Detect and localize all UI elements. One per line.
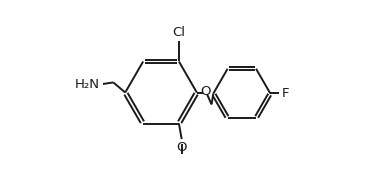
Text: Cl: Cl bbox=[172, 26, 185, 39]
Text: O: O bbox=[177, 141, 187, 154]
Text: H₂N: H₂N bbox=[75, 78, 100, 91]
Text: F: F bbox=[281, 87, 289, 100]
Text: O: O bbox=[200, 85, 210, 98]
